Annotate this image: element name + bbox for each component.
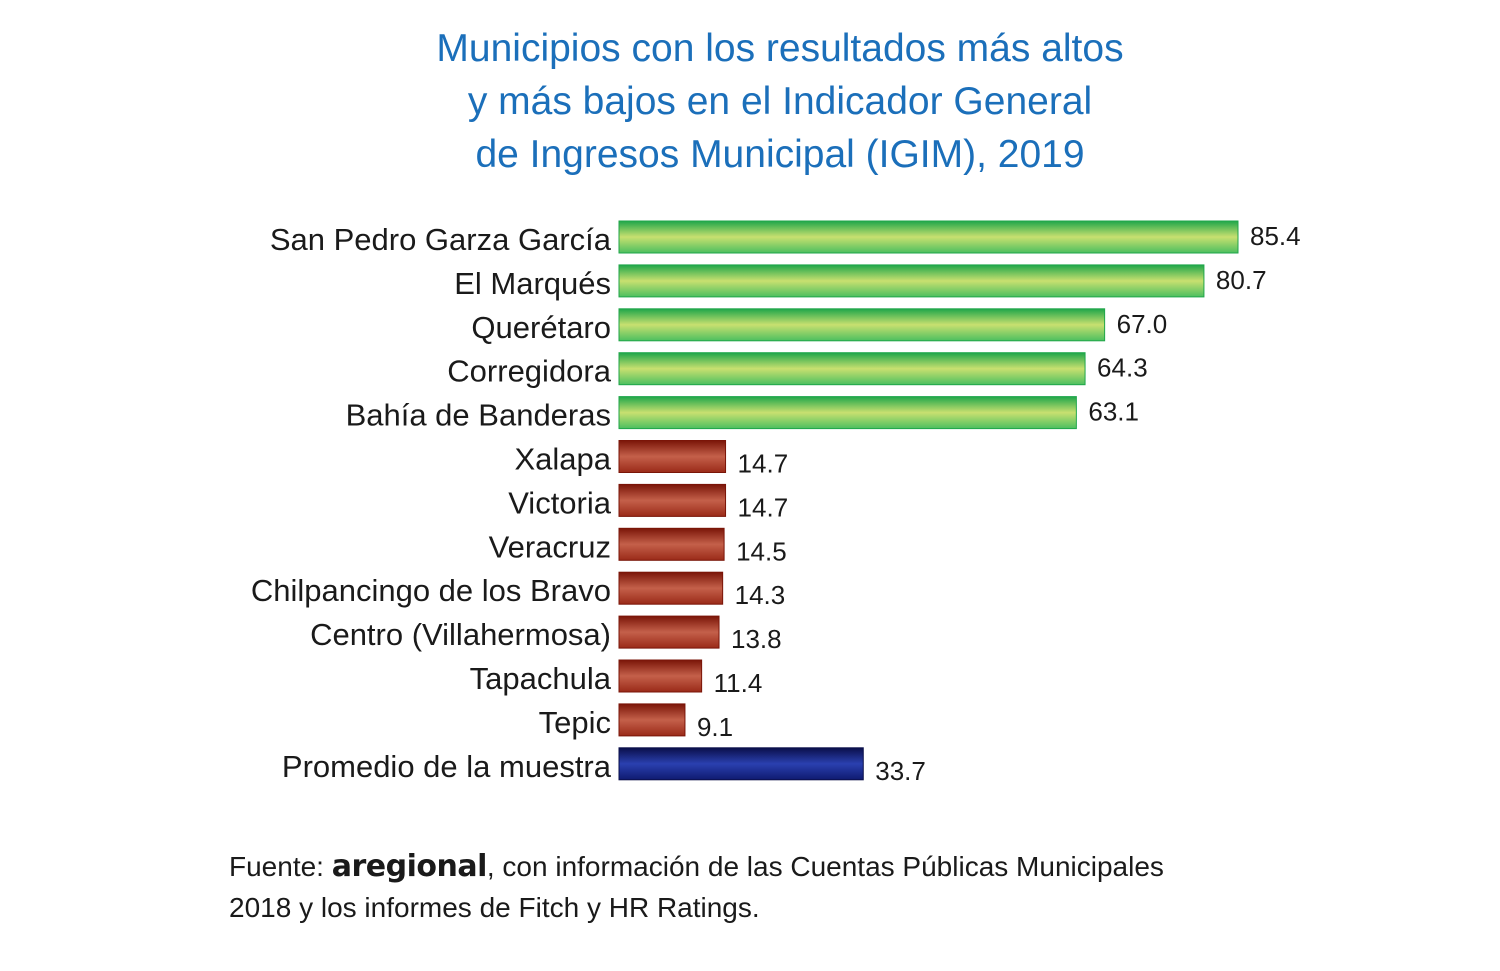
category-label: Victoria (508, 485, 612, 520)
value-label: 63.1 (1088, 397, 1139, 427)
category-label: El Marqués (454, 266, 611, 301)
source-line-1-rest: , con información de las Cuentas Pública… (486, 851, 1164, 882)
category-label: San Pedro Garza García (270, 222, 612, 257)
value-label: 64.3 (1097, 353, 1148, 383)
source-line-1: Fuente: aregional, con información de la… (229, 846, 1164, 887)
chart-title-line-2: y más bajos en el Indicador General (467, 80, 1093, 123)
bar-low (618, 440, 727, 473)
value-label: 11.4 (714, 668, 763, 698)
value-label: 14.5 (736, 536, 787, 566)
chart-title: Municipios con los resultados más altos … (280, 22, 1280, 181)
category-label: Centro (Villahermosa) (310, 617, 611, 652)
bar-average (618, 747, 864, 781)
category-label: Xalapa (514, 442, 611, 477)
value-label: 14.3 (735, 580, 786, 610)
bars-group: San Pedro Garza García 85.4 El Marqués 80.7… (251, 220, 1301, 786)
bar-low (618, 527, 725, 561)
value-label: 14.7 (738, 449, 789, 479)
category-label: Tepic (539, 705, 611, 740)
value-label: 13.8 (731, 624, 782, 654)
bar-high (618, 264, 1205, 298)
brand-logo-text: aregional (331, 849, 488, 884)
bar-low (618, 571, 724, 605)
category-label: Promedio de la muestra (282, 749, 612, 784)
bar-low (618, 615, 720, 649)
source-line-2: 2018 y los informes de Fitch y HR Rating… (229, 892, 760, 923)
bar-high (618, 396, 1077, 430)
category-label: Chilpancingo de los Bravo (251, 573, 611, 608)
value-label: 67.0 (1117, 309, 1168, 339)
category-label: Bahía de Banderas (346, 398, 611, 433)
category-label: Querétaro (471, 310, 611, 345)
bar-high (618, 352, 1086, 386)
bar-low (618, 703, 686, 737)
bar-low (618, 483, 727, 517)
bar-high (618, 220, 1239, 254)
value-label: 14.7 (738, 492, 789, 522)
value-label: 9.1 (697, 712, 733, 742)
bar-high (618, 308, 1106, 342)
value-label: 85.4 (1250, 221, 1301, 251)
category-label: Tapachula (470, 661, 612, 696)
source-note: Fuente: aregional, con información de la… (229, 846, 1164, 928)
category-label: Corregidora (447, 354, 611, 389)
bar-low (618, 659, 703, 693)
category-label: Veracruz (489, 529, 611, 564)
value-label: 33.7 (875, 756, 926, 786)
source-prefix: Fuente: (229, 851, 332, 882)
bar-chart: San Pedro Garza García 85.4 El Marqués 80.7… (251, 220, 1301, 786)
chart-title-line-3: de Ingresos Municipal (IGIM), 2019 (475, 133, 1085, 176)
chart-title-line-1: Municipios con los resultados más altos (436, 27, 1124, 70)
value-label: 80.7 (1216, 265, 1267, 295)
